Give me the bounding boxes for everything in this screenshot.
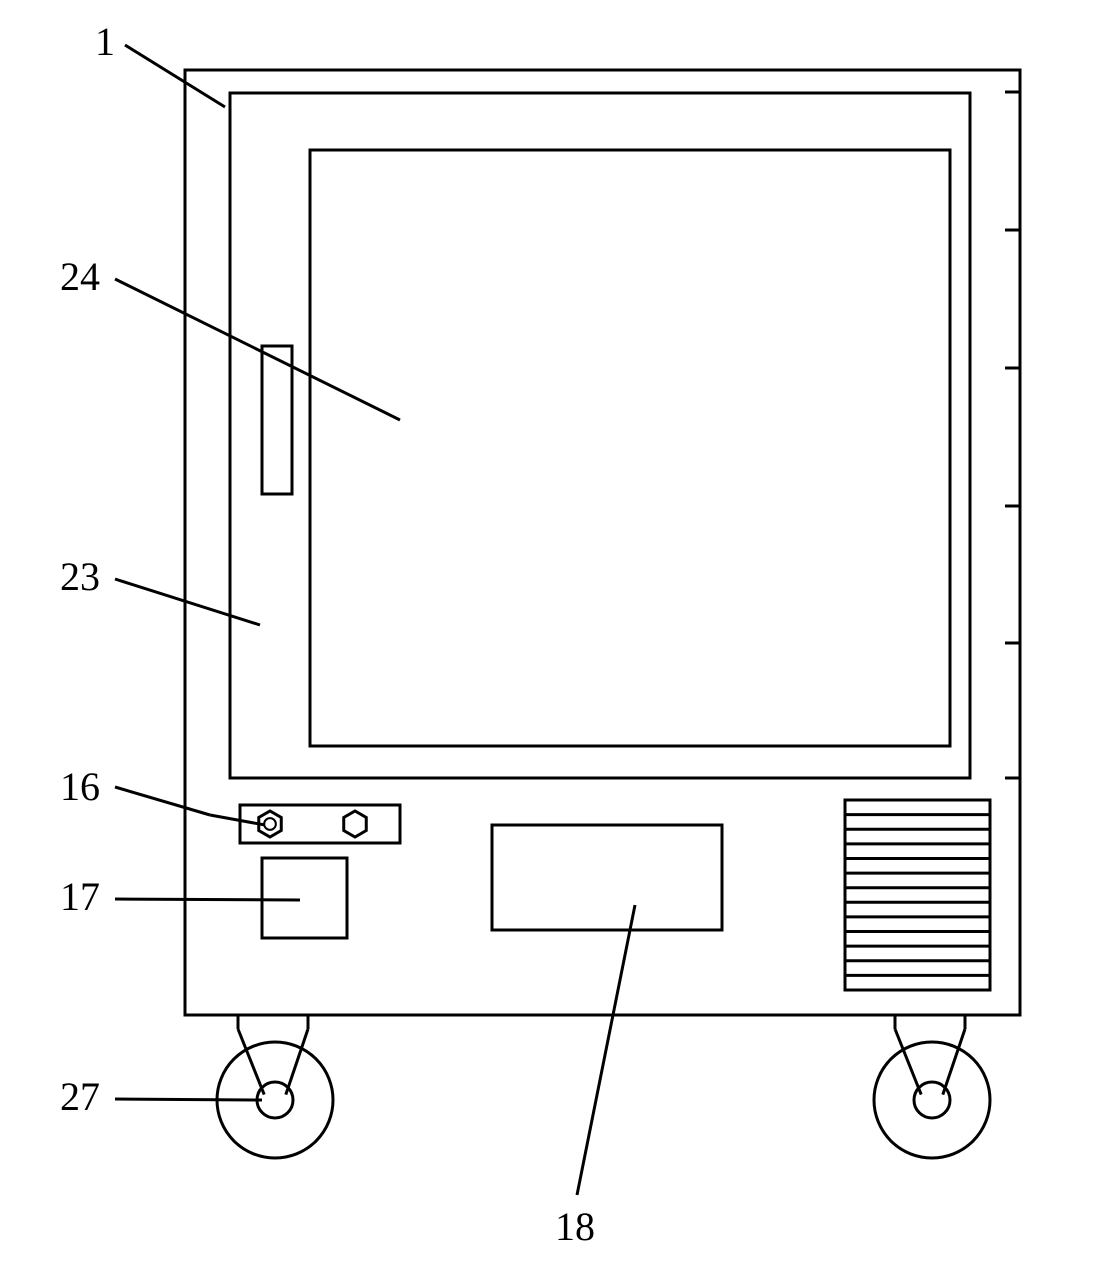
label-27: 27 [60,1074,100,1119]
caster-right-wheel [874,1042,990,1158]
label-1: 1 [95,19,115,64]
leader-27 [115,1099,262,1100]
label-23: 23 [60,554,100,599]
leader-1 [125,45,225,107]
window [310,150,950,746]
label-24: 24 [60,254,100,299]
label-17: 17 [60,874,100,919]
label-18: 18 [555,1204,595,1249]
door [230,93,970,778]
leader-23 [115,579,260,625]
leader-18 [577,905,635,1195]
technical-drawing: 1 24 23 16 17 27 18 [0,0,1106,1267]
leader-24 [115,279,400,420]
info-panel [492,825,722,930]
knob-right [344,811,367,837]
leader-16 [115,787,210,815]
leader-17 [115,899,300,900]
small-square [262,858,347,938]
label-16: 16 [60,764,100,809]
handle [262,346,292,494]
